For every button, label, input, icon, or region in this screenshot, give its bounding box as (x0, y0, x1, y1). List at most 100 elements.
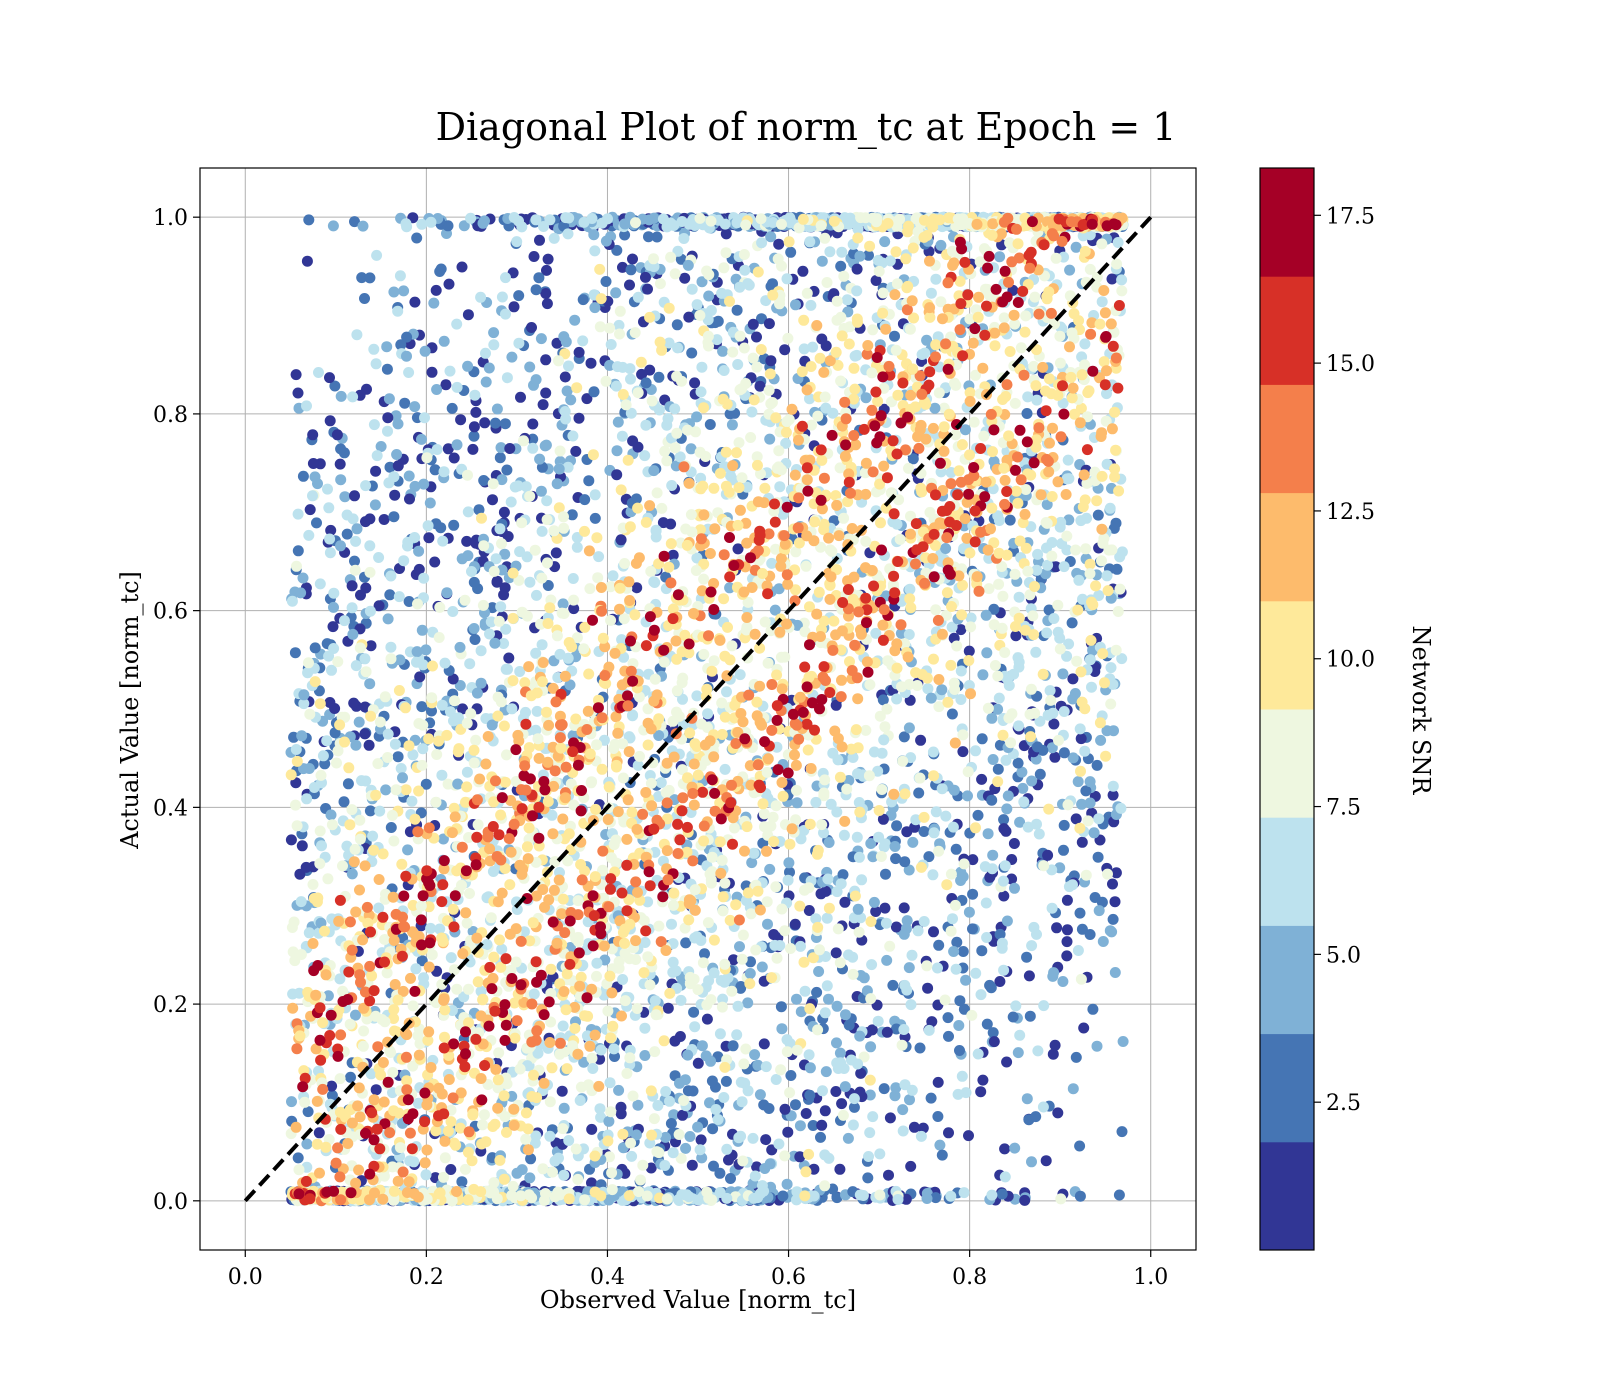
data-point (530, 374, 542, 386)
data-point (542, 253, 554, 265)
data-point (903, 722, 915, 734)
data-point (331, 757, 342, 769)
data-point (550, 547, 562, 559)
data-point (831, 1037, 842, 1049)
data-point (338, 615, 350, 627)
data-point (976, 773, 988, 785)
data-point (1043, 803, 1055, 815)
data-point (478, 475, 490, 486)
data-point (568, 603, 580, 615)
data-point (645, 565, 657, 577)
data-point (347, 628, 359, 640)
data-point (1079, 338, 1091, 350)
data-point (1096, 896, 1108, 908)
data-point (420, 644, 432, 656)
data-point (915, 734, 927, 746)
data-point (966, 1009, 978, 1021)
data-point (1108, 725, 1119, 737)
data-point (435, 263, 447, 275)
data-point (328, 643, 340, 654)
data-point (691, 690, 703, 702)
scatter-points (285, 211, 1129, 1207)
data-point (932, 1111, 944, 1122)
data-point (467, 443, 479, 455)
data-point (953, 1020, 965, 1031)
data-point (701, 1013, 713, 1025)
data-point (470, 406, 482, 418)
data-point (832, 754, 844, 766)
data-point (525, 1153, 537, 1165)
data-point (777, 1190, 789, 1202)
data-point (1001, 915, 1013, 927)
data-point (988, 603, 1000, 615)
data-point (661, 455, 673, 467)
data-point (877, 813, 889, 825)
data-point (771, 952, 783, 964)
data-point (300, 861, 312, 873)
data-point (304, 504, 316, 516)
data-point (1079, 745, 1091, 757)
data-point (956, 609, 968, 621)
data-point (524, 361, 536, 373)
data-point (1107, 878, 1118, 890)
data-point (781, 273, 793, 285)
data-point (863, 1151, 874, 1162)
data-point (608, 1043, 620, 1055)
data-point (593, 551, 605, 563)
data-point (970, 822, 981, 834)
data-point (600, 235, 612, 247)
data-point (906, 949, 918, 961)
data-point (533, 272, 545, 284)
data-point (1032, 548, 1044, 560)
data-point (773, 238, 785, 250)
data-point (385, 570, 397, 582)
data-point (307, 490, 318, 502)
data-point (341, 509, 353, 521)
data-point (689, 377, 701, 389)
data-point (1109, 896, 1121, 908)
data-point (898, 902, 910, 914)
data-point (528, 988, 540, 1000)
data-point (781, 1178, 793, 1190)
data-point (967, 854, 979, 866)
data-point (1070, 813, 1082, 825)
data-point (600, 276, 612, 287)
data-point (558, 331, 570, 343)
data-point (807, 1120, 819, 1131)
data-point (308, 782, 320, 793)
data-point (1007, 1011, 1019, 1023)
data-point (987, 1027, 999, 1039)
data-point (359, 293, 370, 304)
data-point (804, 1089, 816, 1101)
data-point (695, 1134, 707, 1146)
data-point (297, 572, 309, 584)
data-point (1104, 925, 1116, 937)
data-point (658, 656, 670, 668)
data-point (737, 929, 749, 941)
data-point (551, 478, 563, 490)
data-point (491, 403, 503, 415)
data-point (506, 703, 518, 715)
data-point (963, 906, 975, 918)
data-point (877, 694, 889, 706)
data-point (666, 480, 678, 491)
data-point (626, 1150, 638, 1162)
data-point (651, 487, 663, 499)
data-point (540, 288, 552, 299)
data-point (852, 903, 864, 915)
data-point (728, 954, 739, 966)
data-point (1013, 720, 1025, 732)
data-point (506, 351, 518, 363)
data-point (349, 216, 360, 228)
data-point (1048, 967, 1060, 979)
data-point (562, 652, 574, 664)
data-point (686, 347, 698, 359)
data-point (640, 271, 651, 283)
data-point (905, 999, 917, 1011)
data-point (732, 543, 744, 555)
data-point (534, 453, 546, 465)
data-point (1010, 630, 1022, 642)
data-point (455, 414, 467, 426)
data-point (928, 926, 939, 938)
data-point (692, 1057, 704, 1069)
